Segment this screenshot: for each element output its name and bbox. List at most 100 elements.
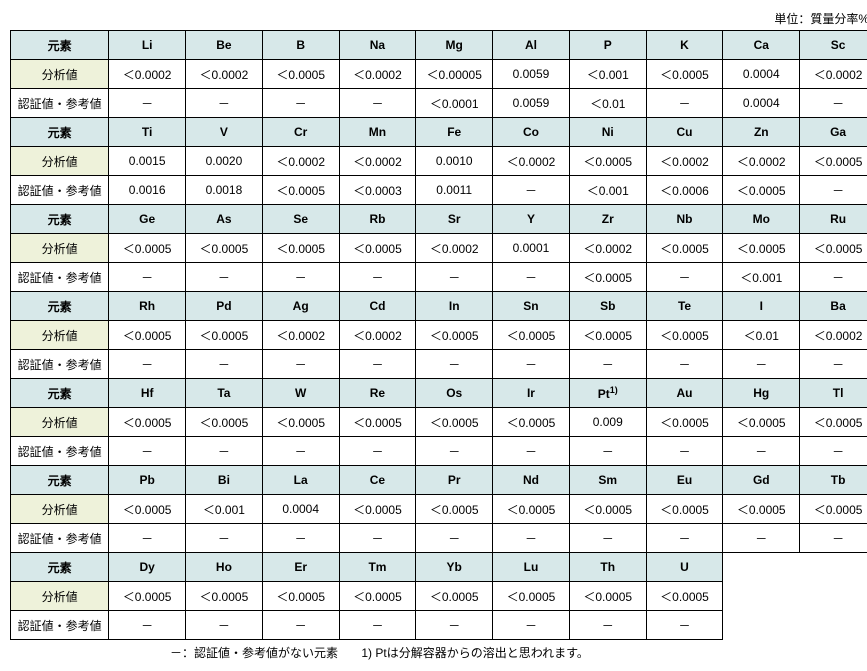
row-label-analysis: 分析値	[11, 495, 109, 524]
analysis-value: ＜0.0005	[646, 234, 723, 263]
analysis-value: 0.0010	[416, 147, 493, 176]
certified-value: －	[416, 263, 493, 292]
certified-value: 0.0016	[109, 176, 186, 205]
element-symbol: Se	[262, 205, 339, 234]
analysis-value: ＜0.0005	[800, 234, 867, 263]
element-symbol: Sc	[800, 31, 867, 60]
element-symbol: Lu	[493, 553, 570, 582]
analysis-value: ＜0.0005	[646, 495, 723, 524]
row-label-certified: 認証値・参考値	[11, 263, 109, 292]
element-symbol: Hf	[109, 379, 186, 408]
certified-value: －	[109, 437, 186, 466]
certified-value: －	[569, 611, 646, 640]
row-label-analysis: 分析値	[11, 60, 109, 89]
row-label-analysis: 分析値	[11, 408, 109, 437]
certified-value: 0.0059	[493, 89, 570, 118]
certified-value: －	[262, 89, 339, 118]
certified-value: －	[109, 89, 186, 118]
certified-value: 0.0004	[723, 89, 800, 118]
row-label-header: 元素	[11, 466, 109, 495]
analysis-value: ＜0.0002	[569, 234, 646, 263]
analysis-value: ＜0.0002	[262, 147, 339, 176]
analysis-value: ＜0.01	[723, 321, 800, 350]
certified-value: －	[186, 263, 263, 292]
certified-value: ＜0.0005	[723, 176, 800, 205]
element-symbol: Be	[186, 31, 263, 60]
element-symbol: Tl	[800, 379, 867, 408]
certified-value: －	[800, 437, 867, 466]
element-symbol: Sb	[569, 292, 646, 321]
element-symbol: Nd	[493, 466, 570, 495]
certified-value: －	[262, 524, 339, 553]
certified-value: －	[109, 524, 186, 553]
analysis-value: ＜0.0002	[339, 147, 416, 176]
certified-value: －	[569, 437, 646, 466]
analysis-value: 0.0059	[493, 60, 570, 89]
analysis-value: ＜0.0005	[339, 582, 416, 611]
analysis-value: ＜0.0005	[339, 495, 416, 524]
row-label-header: 元素	[11, 292, 109, 321]
element-symbol: Co	[493, 118, 570, 147]
analysis-value: ＜0.0005	[186, 582, 263, 611]
analysis-value: ＜0.0005	[186, 234, 263, 263]
row-label-analysis: 分析値	[11, 147, 109, 176]
analysis-value: ＜0.0005	[339, 408, 416, 437]
certified-value: －	[416, 437, 493, 466]
analysis-value: 0.0020	[186, 147, 263, 176]
element-symbol: B	[262, 31, 339, 60]
row-label-analysis: 分析値	[11, 321, 109, 350]
certified-value: －	[800, 176, 867, 205]
certified-value: －	[262, 350, 339, 379]
analysis-value: ＜0.0005	[109, 582, 186, 611]
row-label-analysis: 分析値	[11, 582, 109, 611]
element-symbol: Fe	[416, 118, 493, 147]
element-symbol: Ru	[800, 205, 867, 234]
element-symbol: Bi	[186, 466, 263, 495]
certified-value: ＜0.0001	[416, 89, 493, 118]
row-label-certified: 認証値・参考値	[11, 350, 109, 379]
certified-value: －	[416, 350, 493, 379]
certified-value: －	[646, 437, 723, 466]
element-symbol: Ge	[109, 205, 186, 234]
element-symbol: Sr	[416, 205, 493, 234]
certified-value: －	[646, 524, 723, 553]
analysis-value: ＜0.0005	[262, 408, 339, 437]
certified-value: －	[493, 350, 570, 379]
analysis-value: ＜0.0005	[493, 321, 570, 350]
element-symbol: V	[186, 118, 263, 147]
analysis-value: ＜0.0005	[262, 60, 339, 89]
element-symbol: Rh	[109, 292, 186, 321]
footnote-pt: 1) Ptは分解容器からの溶出と思われます。	[361, 646, 589, 660]
certified-value: －	[416, 611, 493, 640]
element-symbol: Ga	[800, 118, 867, 147]
analysis-value: ＜0.0005	[416, 582, 493, 611]
row-label-certified: 認証値・参考値	[11, 89, 109, 118]
analysis-value: 0.0004	[723, 60, 800, 89]
analysis-value: ＜0.0005	[800, 495, 867, 524]
row-label-certified: 認証値・参考値	[11, 611, 109, 640]
element-symbol: In	[416, 292, 493, 321]
analysis-value: ＜0.0005	[723, 495, 800, 524]
certified-value: －	[339, 524, 416, 553]
certified-value: －	[339, 263, 416, 292]
analysis-value: ＜0.0005	[416, 495, 493, 524]
element-symbol: Tb	[800, 466, 867, 495]
certified-value: －	[800, 350, 867, 379]
analysis-value: ＜0.0005	[646, 582, 723, 611]
footnote: －：認証値・参考値がない元素 1) Ptは分解容器からの溶出と思われます。	[10, 640, 867, 661]
element-symbol: Ni	[569, 118, 646, 147]
element-symbol: Cu	[646, 118, 723, 147]
element-symbol: Sm	[569, 466, 646, 495]
certified-value: －	[493, 437, 570, 466]
footnote-dash: －：認証値・参考値がない元素	[170, 646, 338, 660]
certified-value: －	[569, 524, 646, 553]
certified-value: －	[723, 437, 800, 466]
unit-label: 単位：質量分率%	[10, 10, 867, 30]
certified-value: －	[186, 524, 263, 553]
analysis-value: ＜0.0005	[569, 321, 646, 350]
certified-value: －	[646, 611, 723, 640]
certified-value: －	[109, 611, 186, 640]
element-symbol: Ag	[262, 292, 339, 321]
element-symbol: Pr	[416, 466, 493, 495]
analysis-value: ＜0.0005	[109, 234, 186, 263]
